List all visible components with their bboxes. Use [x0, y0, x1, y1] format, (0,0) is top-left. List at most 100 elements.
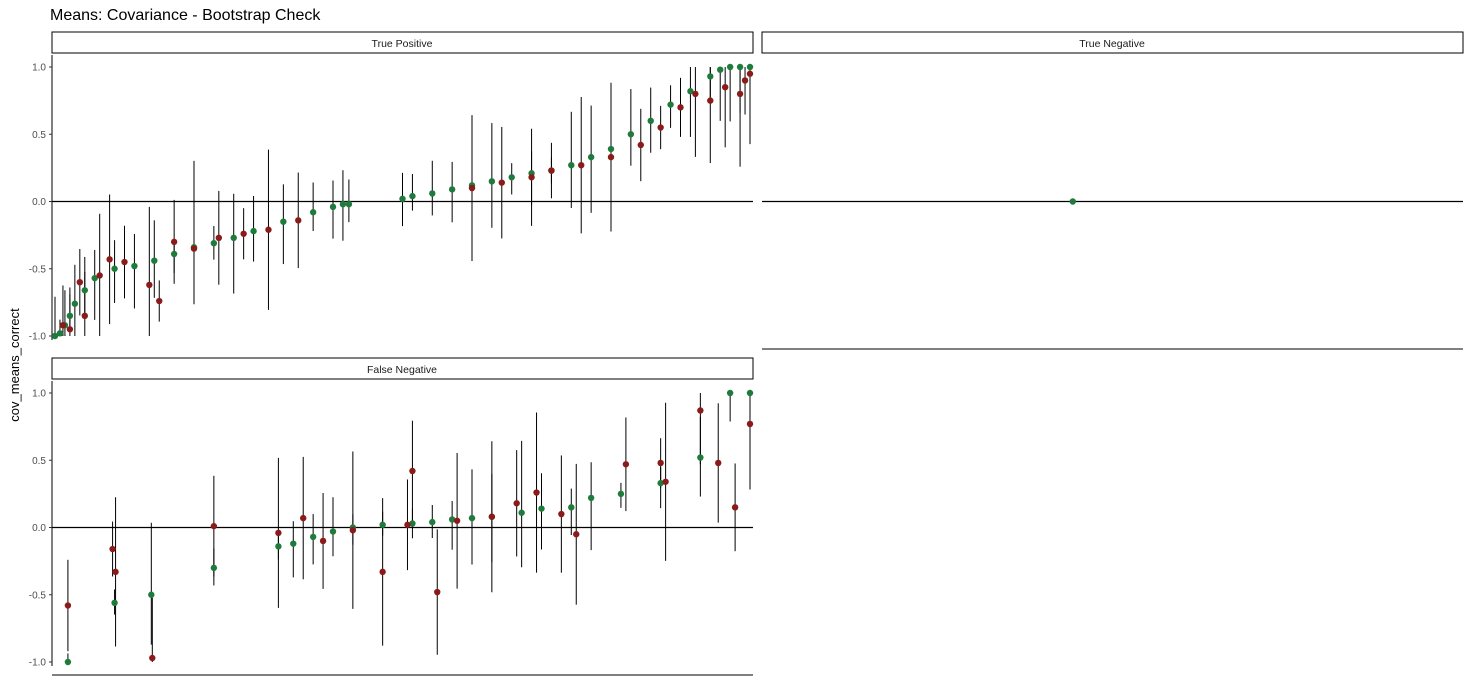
bootstrap-point [379, 521, 386, 529]
observed-point [349, 526, 357, 534]
bootstrap-point [429, 190, 436, 197]
observed-point [637, 141, 644, 149]
strip-true-positive [51, 31, 754, 54]
bootstrap-point [81, 287, 88, 294]
bootstrap-point [66, 312, 74, 320]
bootstrap-point [697, 454, 704, 461]
observed-point [736, 90, 744, 98]
observed-point [578, 161, 585, 169]
observed-point [64, 602, 72, 609]
observed-point [112, 568, 119, 576]
y-tick-label: 1.0 [32, 63, 46, 74]
observed-point [622, 461, 630, 468]
strip-label-true-negative: True Negative [1079, 38, 1145, 50]
bootstrap-point [468, 514, 476, 522]
observed-point [404, 521, 411, 529]
bootstrap-point [518, 509, 525, 516]
bootstrap-point [717, 66, 724, 73]
bootstrap-point [1069, 198, 1076, 205]
observed-point [319, 537, 327, 545]
bootstrap-point [170, 250, 178, 258]
observed-point [149, 654, 156, 662]
bootstrap-point [448, 186, 456, 193]
observed-point [468, 184, 476, 192]
bootstrap-point [151, 257, 158, 264]
y-tick-label: 0.0 [32, 197, 46, 208]
observed-point [707, 97, 714, 104]
observed-point [721, 83, 729, 91]
y-tick-label: -1.0 [29, 332, 47, 343]
observed-point [156, 297, 163, 305]
bootstrap-point [707, 73, 714, 80]
observed-point [488, 513, 496, 520]
true-positive-marks: 1.0 0.5 0.0 -0.5 -1.0 [29, 55, 754, 343]
observed-point [66, 326, 74, 333]
observed-point [409, 467, 416, 475]
observed-point [677, 104, 684, 111]
bootstrap-point [568, 161, 575, 169]
bootstrap-point [329, 528, 337, 535]
observed-point [715, 459, 722, 467]
bootstrap-point [667, 101, 674, 108]
observed-point [170, 238, 178, 246]
observed-point [434, 588, 441, 596]
bootstrap-point [280, 218, 287, 225]
bootstrap-point [647, 117, 654, 125]
observed-point [498, 179, 505, 186]
bootstrap-point [508, 174, 515, 181]
observed-point [607, 153, 615, 161]
observed-point [657, 124, 664, 131]
observed-point [121, 258, 128, 266]
bootstrap-point [210, 239, 218, 247]
bootstrap-point [726, 63, 734, 71]
observed-point [573, 531, 580, 538]
observed-point [275, 529, 282, 537]
bootstrap-point [538, 505, 545, 512]
bootstrap-point [488, 178, 496, 185]
bootstrap-point [657, 479, 664, 487]
bootstrap-point [329, 203, 337, 211]
bootstrap-point [736, 63, 744, 71]
observed-point [106, 256, 113, 263]
strip-label-true-positive: True Positive [372, 38, 433, 50]
bootstrap-point [617, 490, 625, 498]
bootstrap-point [111, 265, 118, 272]
bootstrap-point [587, 153, 595, 161]
bootstrap-point [687, 88, 694, 95]
observed-point [146, 281, 153, 289]
bootstrap-point [71, 300, 79, 307]
bootstrap-point [148, 591, 155, 598]
bootstrap-point [587, 494, 595, 502]
bootstrap-point [64, 658, 72, 666]
bootstrap-point [250, 227, 257, 235]
y-tick-label: -1.0 [29, 658, 47, 669]
bootstrap-point [131, 262, 138, 270]
observed-point [379, 568, 386, 576]
bootstrap-point [607, 145, 615, 153]
observed-point [697, 407, 704, 414]
strip-false-negative [51, 357, 754, 380]
bootstrap-point [210, 564, 218, 572]
false-negative-marks: 1.0 0.5 0.0 -0.5 -1.0 [29, 381, 754, 676]
bootstrap-point [290, 540, 297, 547]
observed-point [746, 420, 754, 428]
bootstrap-point [399, 195, 406, 203]
bootstrap-point [91, 274, 98, 282]
bootstrap-point [275, 543, 282, 550]
observed-point [295, 217, 302, 224]
observed-point [300, 514, 307, 522]
panel-true-negative: True Negative [761, 31, 1464, 350]
chart-title: Means: Covariance - Bootstrap Check [50, 7, 321, 24]
bootstrap-point [111, 599, 118, 607]
bootstrap-point [309, 533, 317, 541]
observed-point [746, 70, 754, 77]
panel-false-negative: False Negative 1.0 0.5 0.0 -0.5 -1.0 [29, 357, 754, 676]
y-tick-label: 1.0 [32, 389, 46, 400]
bootstrap-point [409, 192, 416, 200]
bootstrap-point [627, 131, 635, 138]
observed-point [662, 478, 669, 485]
observed-point [548, 167, 555, 174]
observed-point [76, 279, 84, 286]
bootstrap-point [409, 520, 416, 527]
